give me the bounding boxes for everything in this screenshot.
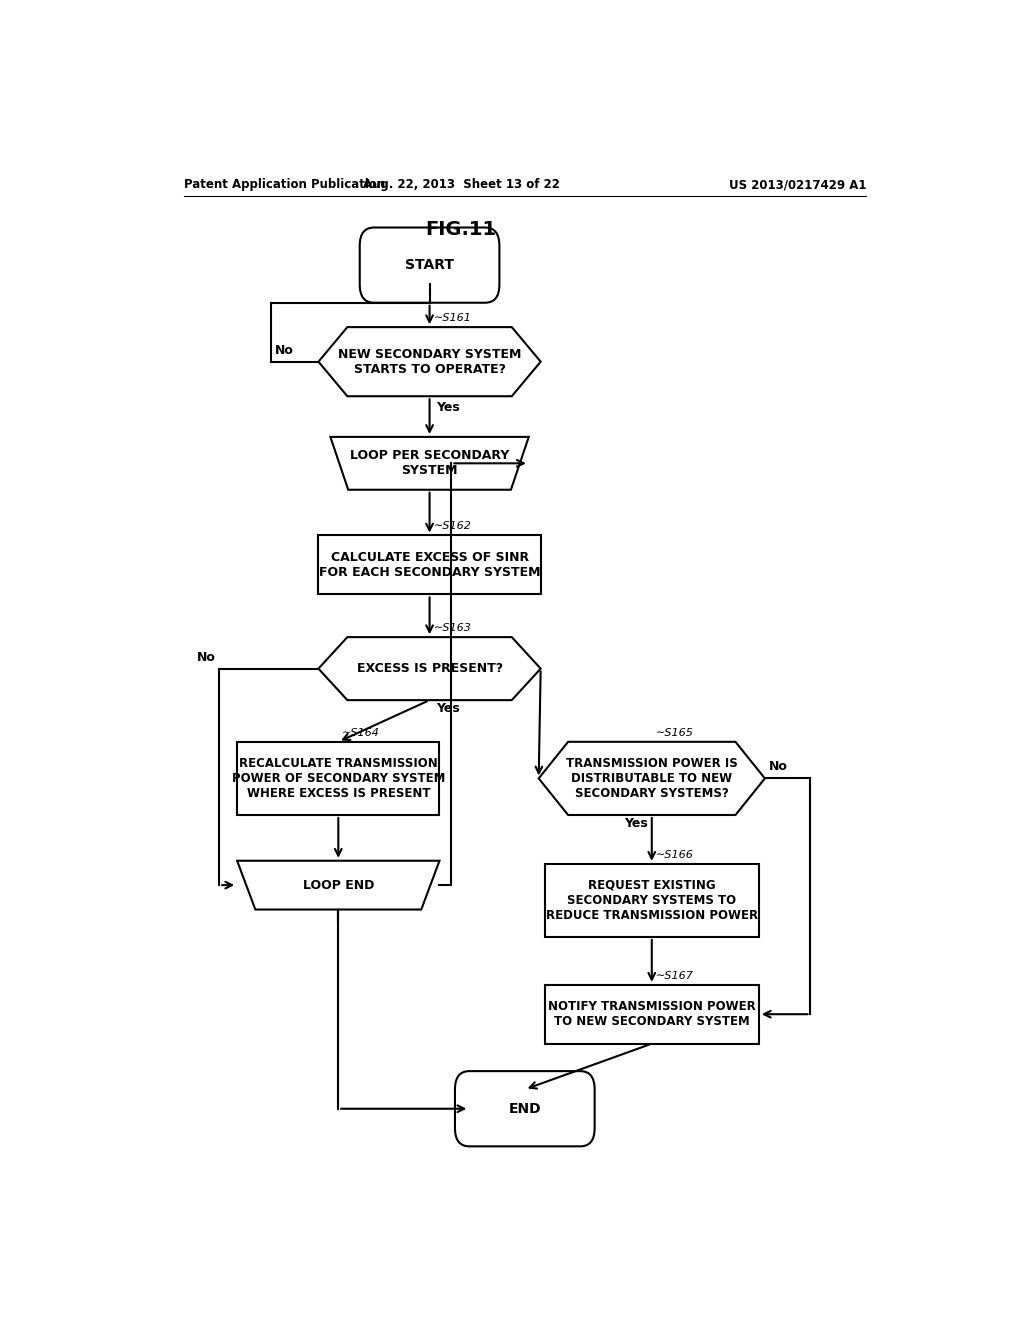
FancyBboxPatch shape (359, 227, 500, 302)
Polygon shape (331, 437, 528, 490)
Text: ∼S165: ∼S165 (655, 727, 693, 738)
Text: RECALCULATE TRANSMISSION
POWER OF SECONDARY SYSTEM
WHERE EXCESS IS PRESENT: RECALCULATE TRANSMISSION POWER OF SECOND… (231, 756, 445, 800)
Polygon shape (318, 638, 541, 700)
Text: ∼S164: ∼S164 (342, 727, 380, 738)
Text: START: START (406, 259, 454, 272)
Bar (238, 742, 439, 814)
Text: ∼S166: ∼S166 (655, 850, 693, 859)
Text: END: END (509, 1102, 541, 1115)
Text: Patent Application Publication: Patent Application Publication (183, 178, 385, 191)
Text: Yes: Yes (624, 817, 648, 830)
Bar (318, 536, 541, 594)
Text: LOOP END: LOOP END (303, 879, 374, 891)
Text: Yes: Yes (436, 401, 460, 414)
Bar (545, 985, 759, 1044)
Text: No: No (274, 343, 294, 356)
Text: US 2013/0217429 A1: US 2013/0217429 A1 (728, 178, 866, 191)
Polygon shape (238, 861, 439, 909)
Text: CALCULATE EXCESS OF SINR
FOR EACH SECONDARY SYSTEM: CALCULATE EXCESS OF SINR FOR EACH SECOND… (318, 550, 541, 579)
Text: No: No (197, 651, 215, 664)
Text: FIG.11: FIG.11 (426, 220, 497, 239)
Text: ∼S167: ∼S167 (655, 970, 693, 981)
FancyBboxPatch shape (455, 1071, 595, 1146)
Polygon shape (318, 327, 541, 396)
Text: ∼S161: ∼S161 (433, 313, 471, 323)
Text: Aug. 22, 2013  Sheet 13 of 22: Aug. 22, 2013 Sheet 13 of 22 (362, 178, 560, 191)
Text: REQUEST EXISTING
SECONDARY SYSTEMS TO
REDUCE TRANSMISSION POWER: REQUEST EXISTING SECONDARY SYSTEMS TO RE… (546, 879, 758, 921)
Text: NOTIFY TRANSMISSION POWER
TO NEW SECONDARY SYSTEM: NOTIFY TRANSMISSION POWER TO NEW SECONDA… (548, 1001, 756, 1028)
Text: ∼S162: ∼S162 (433, 521, 471, 532)
Text: TRANSMISSION POWER IS
DISTRIBUTABLE TO NEW
SECONDARY SYSTEMS?: TRANSMISSION POWER IS DISTRIBUTABLE TO N… (566, 756, 737, 800)
Text: ∼S163: ∼S163 (433, 623, 471, 634)
Bar (545, 863, 759, 937)
Text: NEW SECONDARY SYSTEM
STARTS TO OPERATE?: NEW SECONDARY SYSTEM STARTS TO OPERATE? (338, 347, 521, 376)
Text: EXCESS IS PRESENT?: EXCESS IS PRESENT? (356, 663, 503, 675)
Text: LOOP PER SECONDARY
SYSTEM: LOOP PER SECONDARY SYSTEM (350, 449, 509, 478)
Polygon shape (539, 742, 765, 814)
Text: No: No (769, 760, 787, 774)
Text: Yes: Yes (436, 702, 460, 715)
